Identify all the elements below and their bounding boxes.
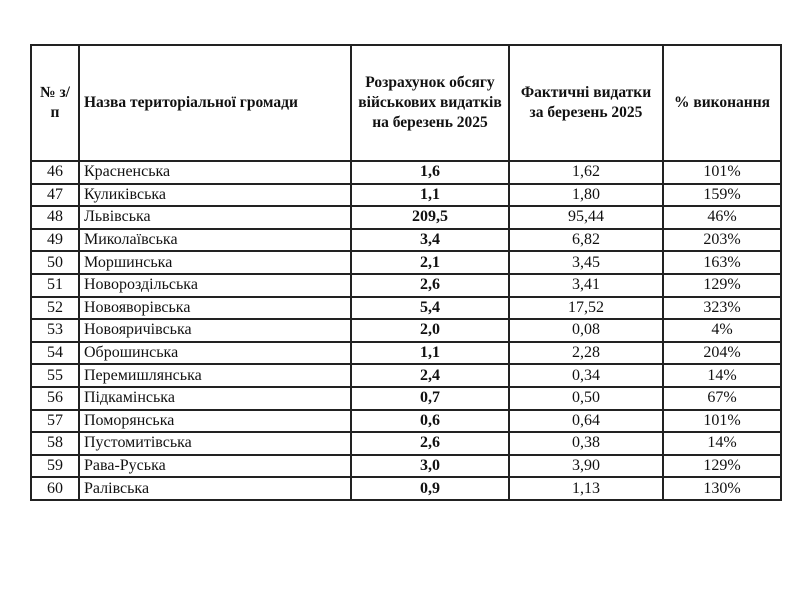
cell-plan: 3,0: [350, 453, 510, 479]
cell-pct: 14%: [662, 431, 782, 456]
cell-name: Рава-Руська: [78, 453, 352, 479]
cell-pct: 129%: [662, 272, 782, 298]
cell-fact: 95,44: [508, 205, 664, 230]
cell-num: 55: [30, 363, 80, 388]
cell-fact: 0,34: [508, 363, 664, 388]
cell-plan: 0,6: [350, 408, 510, 434]
header-num: № з/п: [30, 44, 80, 162]
table-row: 48 Львівська 209,5 95,44 46%: [30, 205, 782, 230]
cell-num: 48: [30, 205, 80, 230]
cell-pct: 323%: [662, 295, 782, 321]
cell-plan: 2,6: [350, 431, 510, 456]
cell-plan: 2,4: [350, 363, 510, 388]
table-row: 57 Поморянська 0,6 0,64 101%: [30, 408, 782, 434]
expenditure-table: № з/п Назва територіальної громади Розра…: [30, 44, 782, 501]
cell-fact: 3,41: [508, 272, 664, 298]
cell-num: 52: [30, 295, 80, 321]
cell-plan: 0,9: [350, 476, 510, 501]
cell-fact: 17,52: [508, 295, 664, 321]
cell-name: Красненська: [78, 160, 352, 185]
cell-num: 60: [30, 476, 80, 501]
cell-fact: 3,90: [508, 453, 664, 479]
cell-plan: 5,4: [350, 295, 510, 321]
cell-plan: 2,0: [350, 318, 510, 343]
header-name: Назва територіальної громади: [78, 44, 352, 162]
cell-fact: 1,62: [508, 160, 664, 185]
cell-plan: 1,6: [350, 160, 510, 185]
cell-num: 46: [30, 160, 80, 185]
header-pct: % виконання: [662, 44, 782, 162]
table-row: 51 Новороздільська 2,6 3,41 129%: [30, 272, 782, 298]
cell-pct: 130%: [662, 476, 782, 501]
cell-pct: 129%: [662, 453, 782, 479]
cell-fact: 0,38: [508, 431, 664, 456]
cell-name: Новояричівська: [78, 318, 352, 343]
cell-pct: 14%: [662, 363, 782, 388]
cell-pct: 163%: [662, 250, 782, 275]
cell-name: Поморянська: [78, 408, 352, 434]
cell-num: 57: [30, 408, 80, 434]
table-row: 52 Новояворівська 5,4 17,52 323%: [30, 295, 782, 321]
cell-pct: 101%: [662, 408, 782, 434]
cell-plan: 209,5: [350, 205, 510, 230]
cell-num: 53: [30, 318, 80, 343]
cell-fact: 0,64: [508, 408, 664, 434]
cell-plan: 1,1: [350, 340, 510, 366]
cell-name: Пустомитівська: [78, 431, 352, 456]
cell-pct: 204%: [662, 340, 782, 366]
table-header-row: № з/п Назва територіальної громади Розра…: [30, 44, 782, 162]
cell-pct: 46%: [662, 205, 782, 230]
cell-plan: 2,1: [350, 250, 510, 275]
cell-pct: 4%: [662, 318, 782, 343]
cell-name: Перемишлянська: [78, 363, 352, 388]
table-row: 56 Підкамінська 0,7 0,50 67%: [30, 385, 782, 411]
cell-fact: 0,08: [508, 318, 664, 343]
table-row: 49 Миколаївська 3,4 6,82 203%: [30, 227, 782, 253]
cell-pct: 203%: [662, 227, 782, 253]
cell-pct: 67%: [662, 385, 782, 411]
cell-num: 51: [30, 272, 80, 298]
table-row: 54 Оброшинська 1,1 2,28 204%: [30, 340, 782, 366]
cell-fact: 6,82: [508, 227, 664, 253]
table-row: 55 Перемишлянська 2,4 0,34 14%: [30, 363, 782, 388]
cell-num: 54: [30, 340, 80, 366]
cell-plan: 0,7: [350, 385, 510, 411]
cell-name: Куликівська: [78, 182, 352, 208]
header-fact: Фактичні видатки за березень 2025: [508, 44, 664, 162]
cell-fact: 3,45: [508, 250, 664, 275]
table-row: 60 Ралівська 0,9 1,13 130%: [30, 476, 782, 501]
table-row: 59 Рава-Руська 3,0 3,90 129%: [30, 453, 782, 479]
cell-name: Миколаївська: [78, 227, 352, 253]
cell-plan: 1,1: [350, 182, 510, 208]
table-row: 47 Куликівська 1,1 1,80 159%: [30, 182, 782, 208]
cell-num: 56: [30, 385, 80, 411]
table-row: 53 Новояричівська 2,0 0,08 4%: [30, 318, 782, 343]
cell-num: 59: [30, 453, 80, 479]
cell-fact: 1,80: [508, 182, 664, 208]
cell-num: 47: [30, 182, 80, 208]
cell-pct: 159%: [662, 182, 782, 208]
cell-plan: 2,6: [350, 272, 510, 298]
table-row: 58 Пустомитівська 2,6 0,38 14%: [30, 431, 782, 456]
cell-name: Новороздільська: [78, 272, 352, 298]
cell-num: 49: [30, 227, 80, 253]
cell-name: Моршинська: [78, 250, 352, 275]
cell-num: 58: [30, 431, 80, 456]
cell-name: Новояворівська: [78, 295, 352, 321]
table-row: 46 Красненська 1,6 1,62 101%: [30, 160, 782, 185]
table-row: 50 Моршинська 2,1 3,45 163%: [30, 250, 782, 275]
cell-fact: 1,13: [508, 476, 664, 501]
cell-plan: 3,4: [350, 227, 510, 253]
cell-name: Львівська: [78, 205, 352, 230]
cell-fact: 2,28: [508, 340, 664, 366]
cell-name: Оброшинська: [78, 340, 352, 366]
header-plan: Розрахунок обсягу військових видатків на…: [350, 44, 510, 162]
cell-fact: 0,50: [508, 385, 664, 411]
cell-name: Підкамінська: [78, 385, 352, 411]
cell-num: 50: [30, 250, 80, 275]
cell-name: Ралівська: [78, 476, 352, 501]
cell-pct: 101%: [662, 160, 782, 185]
